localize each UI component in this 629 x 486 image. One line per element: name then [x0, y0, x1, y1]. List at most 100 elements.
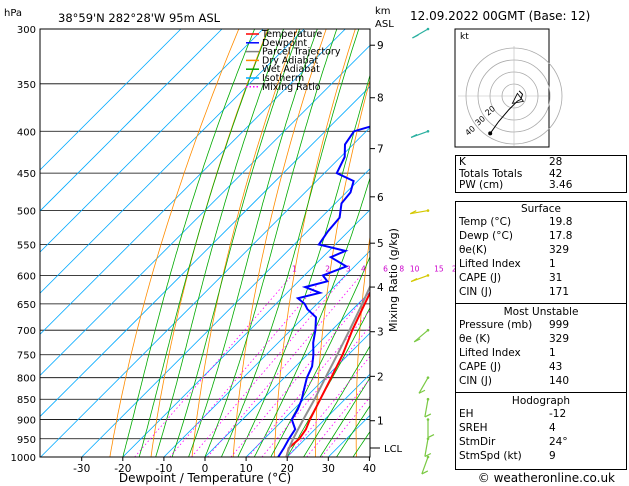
wind-barb-shaft — [410, 210, 429, 215]
wet-adiabat — [221, 29, 360, 457]
mu-value: 999 — [549, 319, 570, 331]
legend-label: Dry Adiabat — [262, 55, 319, 66]
surface-value: 1 — [549, 258, 556, 270]
wind-barb-flag — [424, 413, 432, 418]
most-unstable-title: Most Unstable — [503, 306, 579, 318]
wet-adiabat — [319, 376, 370, 457]
mixing-ratio-line — [247, 309, 370, 457]
index-value: 28 — [549, 156, 563, 168]
pressure-tick-label: 750 — [17, 351, 36, 362]
hodograph-trace — [489, 90, 524, 134]
hodo-value: 24° — [549, 436, 568, 448]
surface-row: θe(K) 329 — [456, 244, 626, 257]
mixing-ratio-line — [306, 378, 370, 457]
pressure-tick-label: 400 — [17, 127, 36, 138]
mixing-ratio-label: 2 — [325, 264, 330, 273]
pressure-tick-label: 950 — [17, 435, 36, 446]
wind-barbs — [410, 27, 435, 475]
surface-label: CAPE (J) — [459, 272, 502, 284]
temp-tick-label: -20 — [114, 463, 131, 475]
mixing-ratio-labels: 12346810152025 — [292, 264, 476, 273]
index-label: K — [459, 156, 466, 168]
datetime-title: 12.09.2022 00GMT (Base: 12) — [410, 9, 590, 23]
wind-barb-flag — [410, 133, 418, 138]
wind-barb-shaft — [418, 377, 429, 394]
pressure-tick-label: 1000 — [11, 453, 36, 464]
wind-barb-base — [426, 376, 430, 379]
temp-tick-label: 10 — [239, 463, 252, 475]
wet-adiabat — [253, 176, 370, 457]
height-tick-label: 7 — [377, 144, 384, 156]
dry-adiabat — [109, 29, 240, 457]
asl-unit-label: ASL — [375, 19, 394, 30]
mu-label: CIN (J) — [459, 375, 492, 387]
mixing-ratio-line — [134, 275, 293, 457]
legend-label: Temperature — [261, 29, 322, 40]
isotherm — [40, 29, 346, 335]
mu-value: 1 — [549, 347, 556, 359]
dry-adiabat — [232, 29, 327, 457]
surface-title: Surface — [520, 203, 561, 215]
profile-lines — [277, 125, 370, 457]
mixing-ratio-label: 1 — [292, 264, 297, 273]
wind-barb-flag — [424, 452, 432, 458]
footer-credit: © weatheronline.co.uk — [478, 471, 615, 485]
hodograph: kt 20 30 40 — [454, 28, 563, 148]
series-dewpoint — [277, 125, 370, 457]
isotherm — [40, 44, 370, 376]
wind-barb-shaft — [424, 438, 429, 457]
mu-row: CAPE (J) 43 — [456, 361, 626, 374]
mixing-ratio-label: 8 — [399, 264, 404, 273]
wind-barb-base — [426, 328, 430, 332]
index-row: K 28 — [456, 156, 626, 169]
mu-label: CAPE (J) — [459, 361, 502, 373]
wind-barb-base — [426, 437, 430, 441]
hodo-row: StmSpd (kt) 9 — [456, 450, 626, 463]
pressure-tick-label: 800 — [17, 374, 36, 385]
isotherm — [286, 373, 370, 457]
surface-label: θe(K) — [459, 244, 487, 256]
mu-label: Lifted Index — [459, 347, 521, 359]
hodo-value: -12 — [549, 408, 567, 420]
series-parcel-trajectory — [285, 284, 370, 457]
surface-label: CIN (J) — [459, 286, 492, 298]
mixing-ratio-label: 15 — [434, 264, 444, 273]
hodograph-end-dot — [488, 131, 493, 136]
wet-adiabat — [155, 29, 285, 457]
legend-label: Wet Adiabat — [262, 64, 320, 75]
height-tick-label: 2 — [377, 371, 384, 383]
wind-barb-shaft — [424, 399, 429, 418]
hodo-value: 4 — [549, 422, 556, 434]
hodo-label: SREH — [459, 422, 488, 434]
isotherm — [81, 168, 370, 457]
isotherm — [40, 29, 182, 171]
wet-adiabat — [171, 29, 301, 457]
surface-row: CIN (J) 171 — [456, 286, 626, 299]
hodo-row: EH -12 — [456, 408, 626, 421]
wind-barb-base — [426, 27, 430, 31]
pressure-tick-label: 850 — [17, 395, 36, 406]
temp-tick-label: 20 — [281, 463, 294, 475]
height-tick-label: 8 — [377, 93, 384, 105]
hodograph-table-title: Hodograph — [511, 395, 571, 407]
temp-tick-label: 30 — [322, 463, 335, 475]
pressure-tick-label: 300 — [17, 25, 36, 36]
isotherm — [163, 250, 370, 457]
hodo-row: StmDir 24° — [456, 436, 626, 449]
hodo-row: SREH 4 — [456, 422, 626, 435]
hodo-label: EH — [459, 408, 474, 420]
mixing-ratio-line — [287, 355, 370, 457]
location-title: 38°59'N 282°28'W 95m ASL — [58, 11, 221, 25]
surface-value: 19.8 — [549, 216, 573, 228]
mu-row: CIN (J) 140 — [456, 375, 626, 388]
series-temperature — [285, 290, 370, 457]
mixing-ratio-label: 10 — [410, 264, 420, 273]
index-value: 3.46 — [549, 179, 573, 191]
wind-barb-flag — [410, 210, 417, 215]
wet-adiabat — [204, 29, 338, 457]
section-divider — [456, 392, 626, 393]
wind-barb-base — [426, 455, 430, 459]
axis-ticks: 1000950900850800750700650600550500450400… — [11, 25, 384, 475]
wind-barb-flag — [427, 434, 435, 439]
wind-barb-shaft — [421, 456, 429, 475]
